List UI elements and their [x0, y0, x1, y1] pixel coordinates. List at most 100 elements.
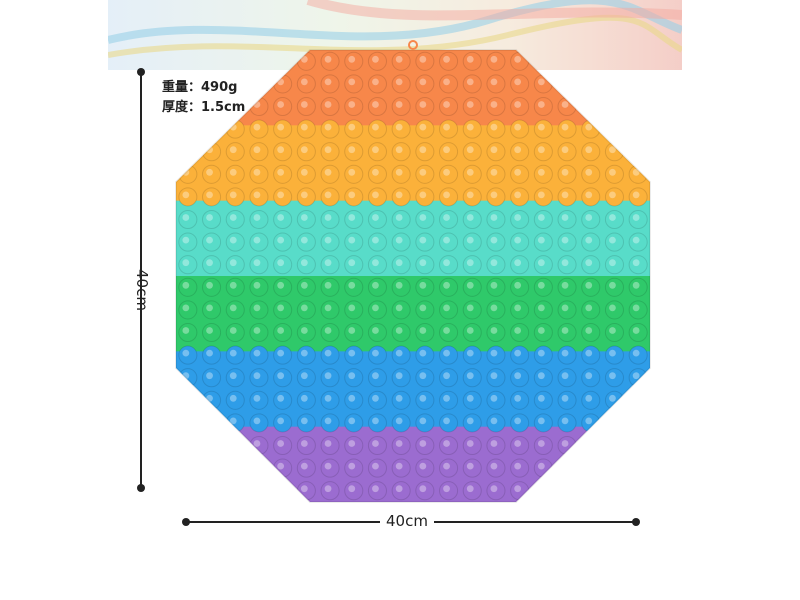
pop-bubble [628, 300, 648, 320]
pop-bubble [415, 255, 435, 275]
bubble-highlight [490, 55, 498, 63]
pop-bubble [628, 232, 648, 252]
pop-bubble [533, 300, 553, 320]
bubble-highlight [206, 259, 213, 267]
pop-bubble [178, 119, 198, 139]
bubble-highlight [419, 168, 427, 176]
pop-bubble [249, 209, 269, 230]
pop-bubble [604, 187, 624, 207]
pop-bubble [202, 74, 222, 94]
bubble-highlight [419, 123, 427, 131]
bubble-highlight [395, 191, 403, 199]
bubble-highlight [324, 78, 332, 86]
bubble-highlight [419, 349, 427, 357]
pop-bubble [557, 119, 577, 139]
pop-bubble [202, 300, 222, 320]
pop-bubble [391, 142, 411, 162]
bubble-highlight [419, 440, 427, 447]
pop-bubble [391, 74, 411, 94]
pop-bubble [320, 255, 340, 275]
pop-bubble [510, 322, 530, 343]
pop-bubble [344, 368, 364, 388]
width-dim-dot-left [182, 518, 190, 526]
pop-bubble [178, 300, 198, 320]
bubble-highlight [490, 372, 498, 380]
bubble-highlight [277, 485, 285, 493]
bubble-highlight [585, 485, 593, 493]
pop-bubble [249, 164, 269, 184]
pop-bubble [415, 390, 435, 410]
pop-bubble [581, 232, 601, 252]
pop-bubble [273, 232, 293, 252]
pop-bubble [320, 232, 340, 252]
height-dimension-line [140, 72, 142, 488]
bubble-highlight [229, 417, 237, 425]
bubble-highlight [253, 462, 261, 470]
bubble-highlight [585, 259, 593, 267]
bubble-highlight [466, 236, 474, 244]
bubble-highlight [277, 372, 285, 380]
bubble-highlight [324, 485, 332, 493]
bubble-highlight [419, 101, 427, 108]
pop-bubble [439, 390, 459, 410]
pop-bubble [604, 368, 624, 388]
bubble-highlight [561, 191, 569, 199]
bubble-highlight [561, 327, 569, 334]
bubble-highlight [537, 417, 545, 425]
bubble-highlight [537, 168, 545, 176]
bubble-highlight [632, 146, 640, 154]
bubble-highlight [419, 394, 427, 402]
bubble-highlight [395, 485, 403, 493]
pop-bubble [178, 187, 198, 207]
pop-bubble [510, 119, 530, 139]
bubble-highlight [348, 485, 356, 493]
bubble-highlight [537, 123, 545, 131]
pop-bubble [628, 74, 648, 94]
bubble-highlight [253, 327, 261, 334]
bubble-highlight [253, 349, 261, 357]
bubble-highlight [372, 259, 379, 267]
pop-bubble [296, 390, 316, 410]
pop-bubble [202, 232, 222, 252]
bubble-highlight [561, 372, 569, 380]
pop-bubble [533, 209, 553, 230]
bubble-highlight [395, 214, 403, 221]
bubble-highlight [561, 101, 569, 108]
pop-bubble [178, 435, 198, 456]
bubble-highlight [537, 394, 545, 402]
bubble-highlight [182, 485, 190, 493]
pop-bubble [581, 345, 601, 365]
pop-bubble [581, 322, 601, 343]
bubble-highlight [277, 214, 285, 221]
pop-bubble [415, 96, 435, 117]
bubble-highlight [514, 485, 522, 493]
pop-bubble [344, 322, 364, 343]
pop-bubble [178, 209, 198, 230]
bubble-highlight [561, 485, 569, 493]
pop-bubble [581, 368, 601, 388]
pop-bubble [462, 142, 482, 162]
bubble-highlight [466, 440, 474, 447]
bubble-highlight [490, 101, 498, 108]
bubble-highlight [490, 485, 498, 493]
bubble-highlight [514, 123, 522, 131]
bubble-highlight [277, 394, 285, 402]
pop-bubble [344, 51, 364, 71]
bubble-highlight [300, 78, 308, 86]
bubble-highlight [632, 214, 640, 221]
pop-bubble [320, 187, 340, 207]
pop-bubble [604, 481, 624, 501]
bubble-highlight [229, 168, 237, 176]
pop-bubble [486, 322, 506, 343]
bubble-highlight [372, 417, 379, 425]
octagon-pop-it-toy [170, 40, 660, 514]
bubble-highlight [253, 281, 261, 289]
bubble-highlight [300, 259, 308, 267]
pop-bubble [391, 164, 411, 184]
bubble-highlight [229, 304, 237, 312]
bubble-highlight [585, 214, 593, 221]
bubble-highlight [206, 485, 213, 493]
bubble-highlight [277, 417, 285, 425]
pop-bubble [178, 74, 198, 94]
bubble-highlight [585, 236, 593, 244]
